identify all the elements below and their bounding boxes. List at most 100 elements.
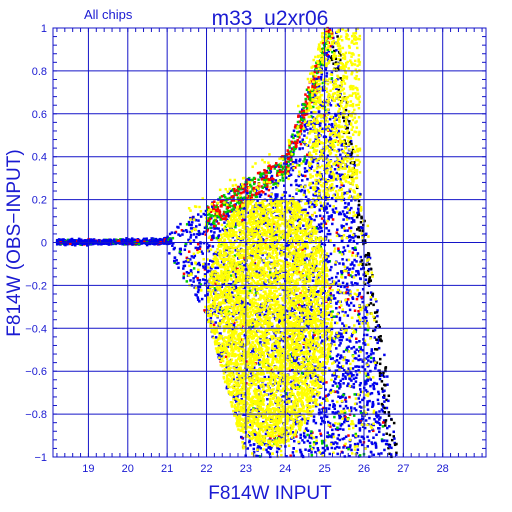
data-point [201,278,205,281]
data-point [348,208,352,212]
data-point [298,159,301,163]
data-point [328,403,332,407]
data-point [222,263,226,266]
data-point [338,335,342,339]
data-point [383,394,386,397]
data-point [304,93,307,96]
data-point [366,291,370,295]
data-point [327,313,331,317]
data-point [301,174,305,177]
data-point [338,262,341,265]
data-point [296,135,300,138]
data-point [210,328,214,332]
data-point [291,160,295,164]
data-point [120,240,124,244]
data-point [342,446,345,449]
data-point [255,195,259,199]
data-point [213,287,217,290]
data-point [241,187,245,191]
data-point [262,420,265,424]
data-point [252,450,256,454]
data-point [358,277,362,280]
data-point [285,153,289,156]
data-point [285,411,289,414]
data-point [240,397,243,401]
data-point [346,211,349,214]
data-point [395,453,398,456]
data-point [266,450,269,454]
data-point [326,126,329,129]
data-point [272,183,275,186]
data-point [158,237,162,241]
data-point [199,283,203,286]
data-point [321,52,324,56]
data-point [330,214,333,217]
data-point [355,402,358,406]
data-point [317,132,321,135]
data-point [299,117,303,120]
data-point [305,121,308,124]
data-point [206,247,209,251]
data-point [198,247,202,251]
data-point [317,227,320,230]
data-point [297,114,300,117]
data-point [277,447,281,451]
data-point [369,291,373,294]
data-point [326,48,329,51]
data-point [321,127,324,131]
data-point [250,185,253,188]
data-point [318,62,322,66]
data-point [302,441,306,444]
data-point [235,311,238,315]
data-point [304,126,307,129]
data-point [172,242,175,245]
data-point [226,212,229,215]
data-point [312,446,315,450]
data-point [227,282,231,286]
data-point [356,242,359,245]
data-point [365,232,368,236]
data-point [350,372,353,375]
data-point [368,430,371,433]
data-point [305,257,308,260]
data-point [358,383,362,387]
data-point [246,196,249,199]
data-point [372,384,376,388]
data-point [387,411,391,414]
data-point [249,196,253,200]
data-point [269,393,273,396]
data-point [277,233,281,237]
data-point [393,441,396,445]
data-point [298,140,302,144]
data-point [373,417,376,421]
data-point [320,417,324,420]
data-point [372,359,376,363]
data-point [221,217,225,221]
data-point [220,233,223,237]
data-point [336,428,340,431]
data-point [291,451,295,454]
data-point [355,269,358,273]
data-point [371,405,374,409]
data-point [343,324,346,328]
data-point [376,324,380,327]
data-point [326,446,329,450]
data-point [218,229,222,233]
data-point [172,259,176,263]
data-point [309,303,313,306]
data-point [305,106,309,110]
data-point [331,339,334,343]
data-point [268,164,271,167]
data-point [258,191,261,194]
data-point [339,424,343,427]
data-point [342,218,345,221]
data-point [344,311,347,314]
data-point [343,213,346,216]
data-point [220,203,223,207]
data-point [350,142,353,146]
data-point [204,209,208,213]
data-point [262,222,265,226]
data-point [279,331,282,334]
data-point [197,229,201,233]
data-point [235,287,239,290]
